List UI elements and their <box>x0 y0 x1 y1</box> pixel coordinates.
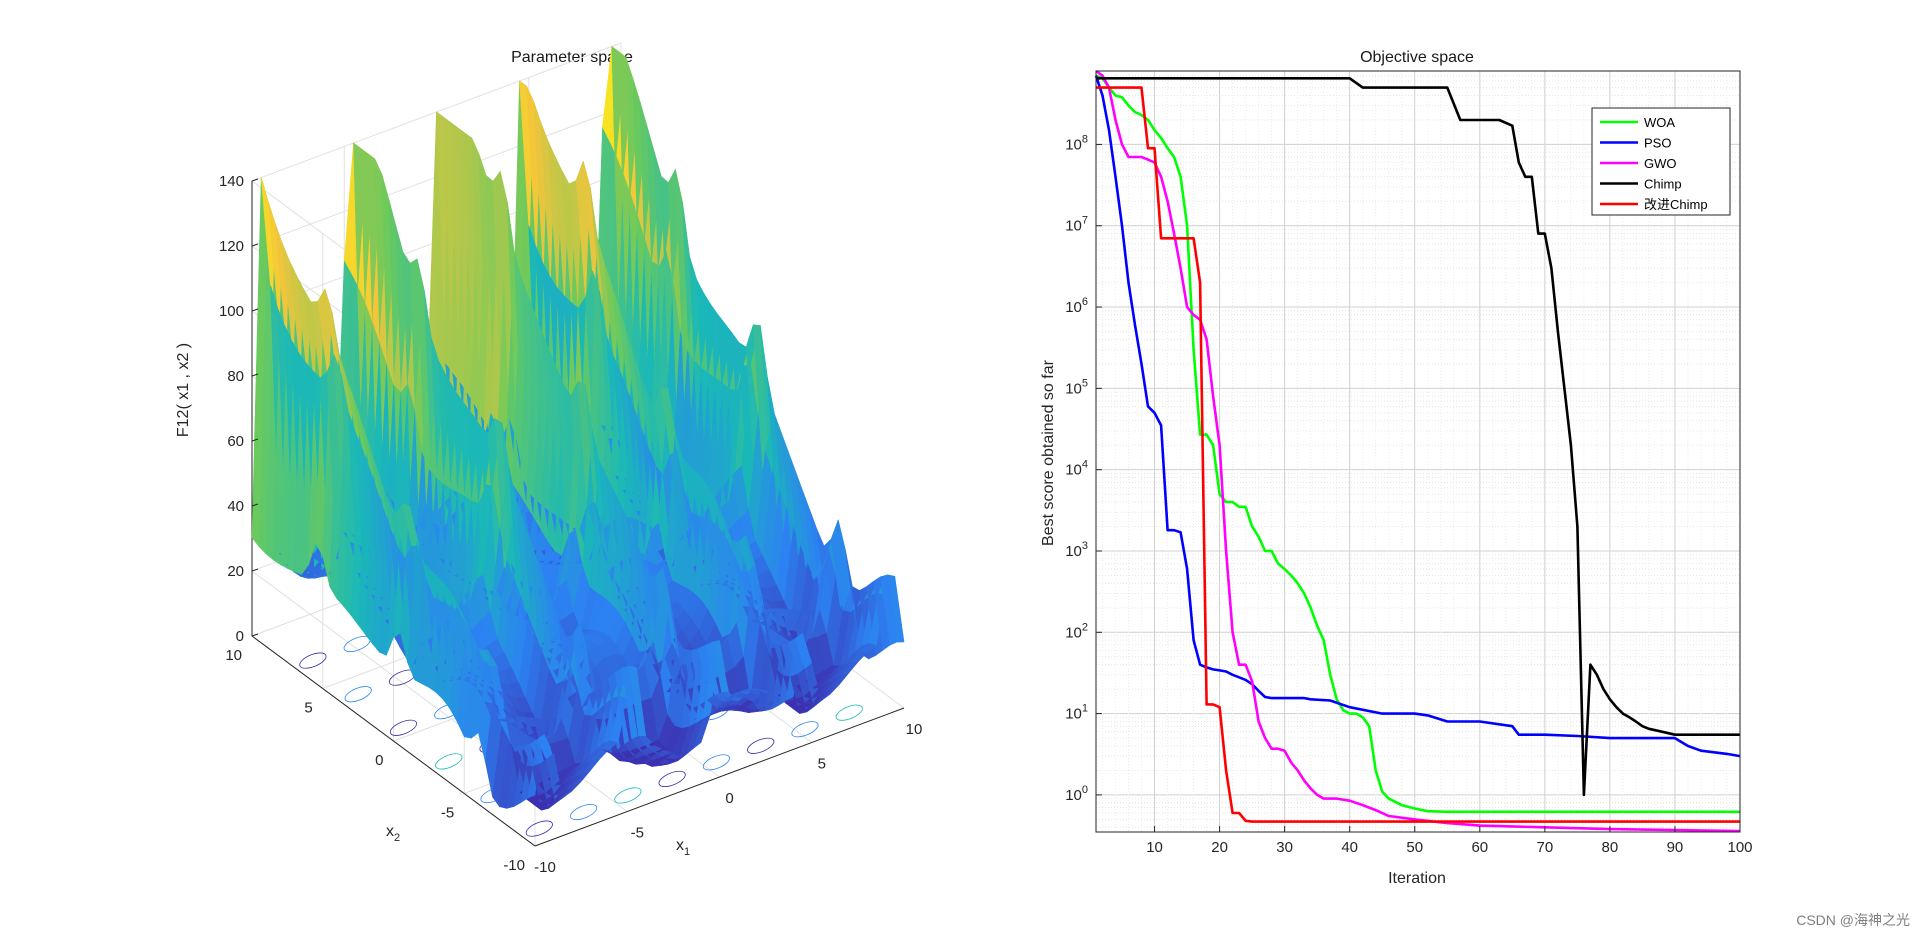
series-line <box>1096 77 1740 797</box>
y-tick-label: 103 <box>1065 540 1088 560</box>
legend-label: Chimp <box>1644 177 1682 192</box>
left-ylabel-main: x <box>386 823 394 840</box>
contour-line <box>525 820 553 837</box>
contour-line <box>658 770 686 787</box>
z-tick-mark <box>251 438 259 442</box>
x-tick-label: 90 <box>1667 839 1684 856</box>
z-tick-label: 140 <box>219 173 244 190</box>
z-tick-label: 40 <box>227 498 244 515</box>
surface-patch <box>887 574 905 643</box>
x-tick-label: -10 <box>534 859 556 876</box>
contour-line <box>570 803 598 821</box>
surface-plot <box>251 45 905 811</box>
z-tick-mark <box>251 633 259 637</box>
left-ylabel-sub: 2 <box>394 832 400 844</box>
x-tick-label: 50 <box>1406 839 1423 856</box>
y-tick-label: 106 <box>1065 296 1088 316</box>
z-tick-mark <box>251 503 259 507</box>
legend-label: WOA <box>1644 115 1675 130</box>
z-tick-label: 60 <box>227 433 244 450</box>
z-tick-mark <box>251 308 259 312</box>
left-tick-labels: 0 20 40 60 80 100 120 140 -10 -5 0 5 10 -10 -5 0 5 10 <box>219 173 922 876</box>
z-tick-mark <box>251 568 259 572</box>
watermark: CSDN @海神之光 <box>1796 912 1910 928</box>
y-tick-label: -5 <box>441 805 454 822</box>
x-tick-label: 30 <box>1276 839 1293 856</box>
series-line <box>1096 86 1740 823</box>
x-tick-label: 20 <box>1211 839 1228 856</box>
y-tick-label: 101 <box>1065 703 1088 723</box>
contour-line <box>299 652 327 669</box>
x-tick-label: -5 <box>631 825 644 842</box>
right-tick-labels: 10 20 30 40 50 60 70 80 90 100 100 101 102 103 104 105 1… <box>1065 133 1752 856</box>
x-axis-line <box>534 707 905 847</box>
contour-line <box>344 686 372 703</box>
parameter-space-chart: Parameter space 020406080100120140-10-50… <box>175 42 922 876</box>
x-tick-label: 10 <box>1146 839 1163 856</box>
z-tick-label: 20 <box>227 563 244 580</box>
y-axis-line <box>251 635 536 847</box>
y-tick-label: 10 <box>225 647 242 664</box>
x-tick-label: 10 <box>906 721 923 738</box>
y-tick-label: 104 <box>1065 459 1088 479</box>
legend-label: PSO <box>1644 136 1671 151</box>
objective-space-chart: Objective space 10 20 30 40 50 60 70 80 90 100 100… <box>1040 49 1753 887</box>
right-series-lines <box>1094 69 1741 833</box>
z-tick-label: 120 <box>219 238 244 255</box>
y-tick-label: 0 <box>375 752 383 769</box>
x-tick-label: 0 <box>725 790 733 807</box>
series-line <box>1095 69 1741 833</box>
contour-line <box>435 753 463 770</box>
legend-label: GWO <box>1644 156 1677 171</box>
y-tick-label: 102 <box>1065 621 1088 641</box>
x-tick-label: 100 <box>1727 839 1752 856</box>
z-tick-label: 80 <box>227 368 244 385</box>
left-xlabel-main: x <box>676 837 684 854</box>
x-tick-label: 60 <box>1471 839 1488 856</box>
x-tick-label: 70 <box>1537 839 1554 856</box>
right-chart-title: Objective space <box>1360 49 1474 66</box>
x-tick-label: 5 <box>818 756 826 773</box>
right-plot-box <box>1095 70 1741 833</box>
y-tick-label: 108 <box>1065 133 1088 153</box>
contour-line <box>835 704 863 721</box>
legend-box <box>1591 107 1731 216</box>
y-tick-label: 5 <box>304 700 312 717</box>
right-ylabel: Best score obtained so far <box>1040 359 1057 546</box>
legend-label: 改进Chimp <box>1644 197 1708 212</box>
contour-line <box>389 719 418 736</box>
y-tick-label: 105 <box>1065 377 1088 397</box>
contour-line <box>791 721 819 738</box>
left-ylabel: x2 <box>386 823 400 844</box>
z-tick-mark <box>251 373 259 377</box>
z-tick-label: 100 <box>219 303 244 320</box>
y-tick-label: 100 <box>1065 784 1088 804</box>
legend: WOA PSO GWO Chimp 改进Chimp <box>1591 107 1731 216</box>
contour-line <box>614 787 642 804</box>
z-tick-mark <box>251 178 259 182</box>
contour-line <box>747 737 775 754</box>
left-zlabel: F12( x1 , x2 ) <box>175 343 192 437</box>
contour-line <box>702 754 730 771</box>
x-tick-label: 40 <box>1341 839 1358 856</box>
series-line <box>1095 74 1740 814</box>
series-line <box>1094 75 1741 758</box>
y-tick-label: -10 <box>503 857 525 874</box>
y-tick-label: 107 <box>1065 215 1088 235</box>
z-tick-mark <box>251 243 259 247</box>
left-xlabel: x1 <box>676 837 690 858</box>
left-xlabel-sub: 1 <box>684 846 690 858</box>
right-xlabel: Iteration <box>1388 870 1446 887</box>
x-tick-label: 80 <box>1602 839 1619 856</box>
left-chart-title: Parameter space <box>511 49 633 66</box>
z-tick-label: 0 <box>236 628 244 645</box>
